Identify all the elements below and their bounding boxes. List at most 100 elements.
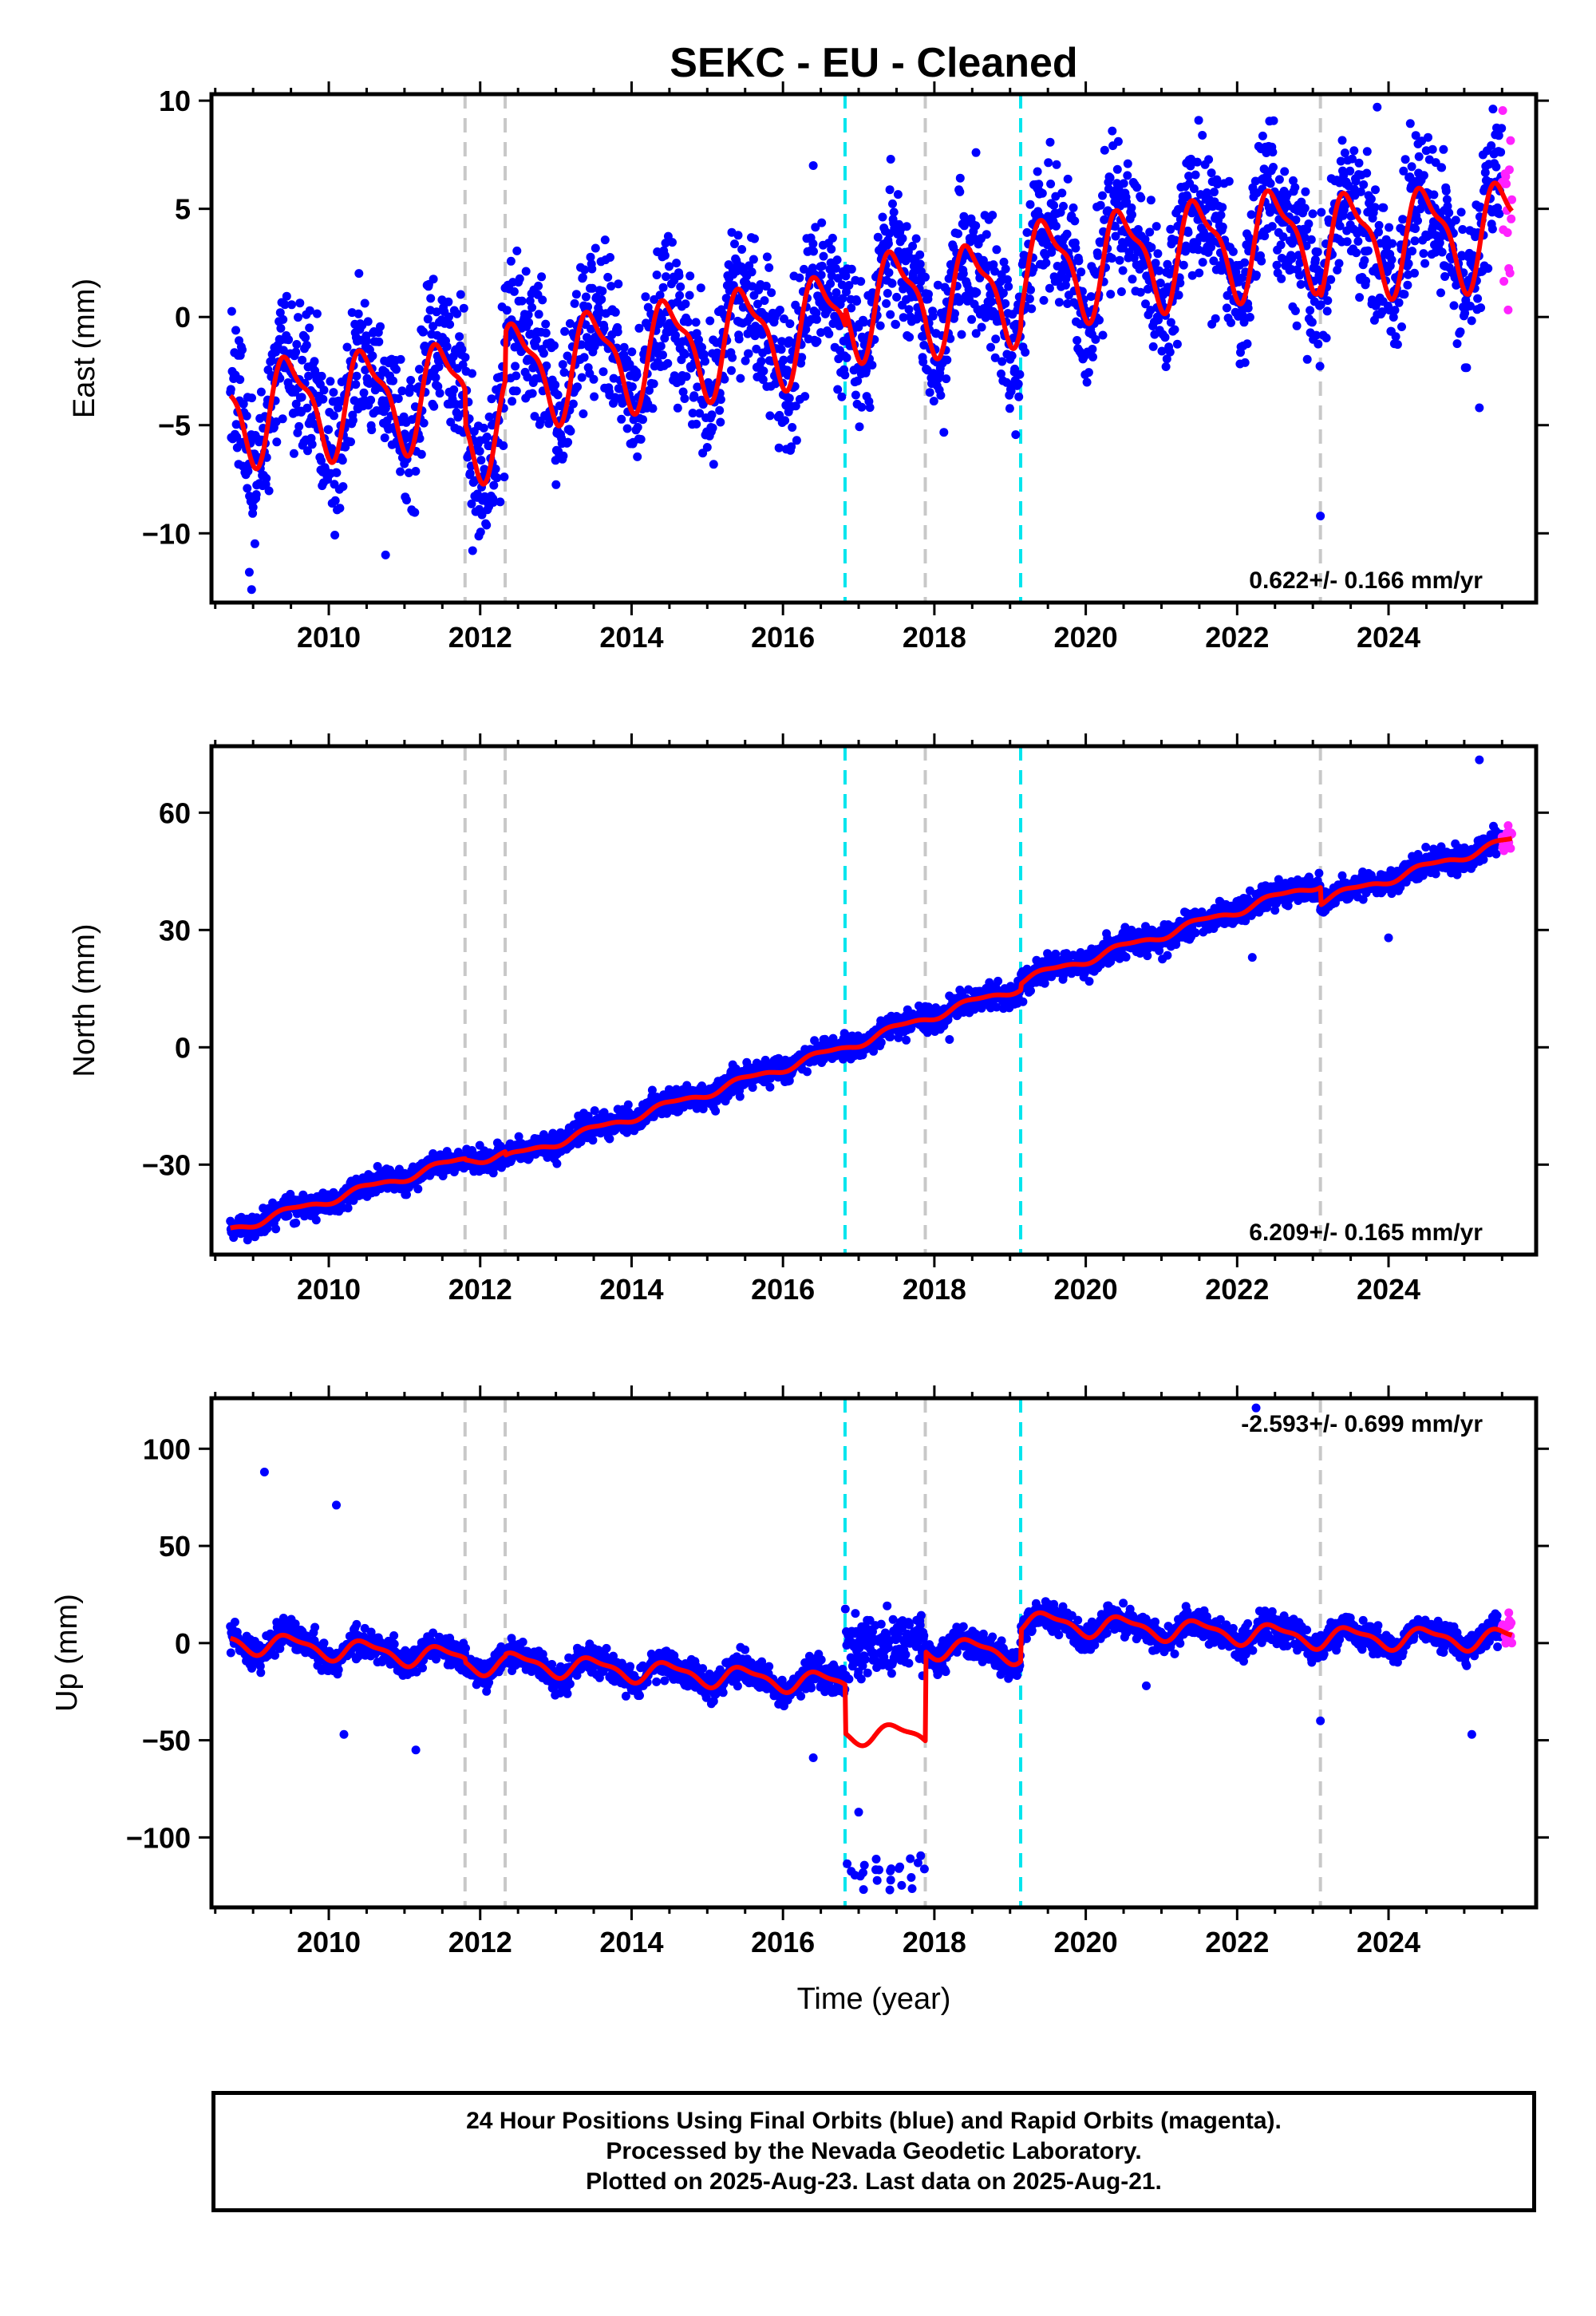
final-orbit-point — [243, 484, 252, 493]
final-orbit-point — [578, 273, 587, 283]
final-orbit-point — [1317, 207, 1326, 217]
final-orbit-point — [1410, 268, 1419, 278]
final-orbit-point — [1195, 268, 1204, 278]
final-orbit-point — [231, 420, 241, 429]
final-orbit-point — [988, 211, 998, 220]
final-orbit-point — [1394, 298, 1404, 307]
final-orbit-point — [760, 296, 769, 306]
final-orbit-point — [559, 368, 569, 377]
final-orbit-point — [587, 283, 597, 293]
final-orbit-point — [1301, 187, 1310, 196]
final-orbit-point — [1483, 263, 1493, 273]
final-orbit-point — [600, 235, 610, 245]
final-orbit-point — [699, 350, 709, 359]
final-orbit-point — [1140, 235, 1150, 244]
final-orbit-point — [704, 377, 713, 387]
final-orbit-point — [606, 282, 616, 291]
final-orbit-point — [1407, 162, 1416, 172]
final-orbit-point — [289, 449, 298, 458]
y-tick-label: −5 — [158, 409, 191, 442]
final-orbit-point — [262, 473, 271, 483]
final-orbit-point — [570, 298, 579, 308]
final-orbit-point — [791, 401, 800, 411]
final-orbit-point — [1207, 168, 1216, 178]
final-orbit-point — [577, 340, 587, 350]
final-orbit-point — [856, 277, 866, 287]
final-orbit-point — [606, 253, 614, 262]
final-orbit-point — [1133, 225, 1143, 234]
final-orbit-point — [484, 412, 494, 421]
final-orbit-point — [784, 393, 794, 403]
final-orbit-point — [453, 413, 463, 422]
final-orbit-point — [413, 1184, 423, 1194]
final-orbit-point — [235, 375, 245, 385]
final-orbit-point — [721, 294, 731, 303]
final-orbit-point — [1183, 227, 1193, 237]
final-orbit-point — [994, 976, 1003, 986]
final-orbit-point — [1070, 216, 1080, 226]
final-orbit-point — [251, 490, 261, 500]
final-orbit-point — [1307, 318, 1317, 327]
final-orbit-point — [1413, 216, 1422, 225]
final-orbit-point — [1114, 184, 1124, 194]
final-orbit-point — [1100, 145, 1109, 155]
final-orbit-point — [692, 419, 701, 429]
final-orbit-point — [1442, 195, 1452, 204]
final-orbit-point — [444, 297, 453, 306]
x-tick-label: 2022 — [1205, 621, 1269, 654]
final-orbit-point — [1218, 203, 1227, 212]
final-orbit-point — [835, 321, 844, 330]
final-orbit-point — [1313, 247, 1322, 257]
final-orbit-point — [1411, 131, 1420, 140]
final-orbit-point — [1222, 303, 1231, 313]
final-orbit-point — [673, 403, 682, 413]
final-orbit-point — [525, 296, 535, 306]
final-orbit-point — [617, 414, 626, 424]
final-orbit-point — [1098, 191, 1107, 200]
final-orbit-point — [1269, 163, 1278, 172]
final-orbit-point — [1172, 339, 1182, 349]
final-orbit-point — [1373, 102, 1382, 112]
final-orbit-point — [573, 382, 582, 392]
final-orbit-point — [256, 387, 266, 397]
final-orbit-point — [1336, 156, 1345, 166]
final-orbit-point — [803, 1067, 812, 1077]
final-orbit-point — [429, 401, 439, 411]
x-tick-label: 2016 — [751, 621, 815, 654]
final-orbit-point — [776, 345, 786, 354]
final-orbit-point — [1151, 259, 1160, 268]
final-orbit-point — [1443, 201, 1452, 211]
final-orbit-point — [1088, 345, 1097, 354]
final-orbit-point — [1312, 330, 1321, 340]
final-orbit-point — [1424, 132, 1432, 142]
final-orbit-point — [297, 393, 306, 402]
final-orbit-point — [1362, 147, 1372, 156]
final-orbit-point — [727, 366, 736, 375]
final-orbit-point — [1041, 258, 1051, 267]
final-orbit-point — [302, 341, 311, 350]
final-orbit-point — [808, 160, 818, 170]
final-orbit-point — [381, 550, 390, 559]
final-orbit-point — [990, 353, 1000, 362]
final-orbit-point — [1437, 247, 1447, 257]
final-orbit-point — [1439, 144, 1448, 154]
final-orbit-point — [452, 309, 462, 318]
final-orbit-point — [1246, 210, 1256, 219]
final-orbit-point — [1435, 238, 1444, 247]
final-orbit-point — [780, 314, 788, 323]
final-orbit-point — [792, 436, 801, 445]
final-orbit-point — [588, 1136, 598, 1145]
final-orbit-point — [305, 323, 314, 333]
final-orbit-point — [665, 262, 674, 271]
final-orbit-point — [456, 290, 465, 299]
final-orbit-point — [627, 347, 637, 357]
final-orbit-point — [581, 292, 591, 302]
final-orbit-point — [417, 449, 426, 459]
final-orbit-point — [696, 283, 705, 293]
final-orbit-point — [1429, 190, 1439, 200]
final-orbit-point — [397, 386, 407, 396]
final-orbit-point — [523, 310, 533, 319]
final-orbit-point — [633, 422, 642, 432]
final-orbit-point — [954, 297, 964, 306]
final-orbit-point — [1348, 154, 1357, 164]
